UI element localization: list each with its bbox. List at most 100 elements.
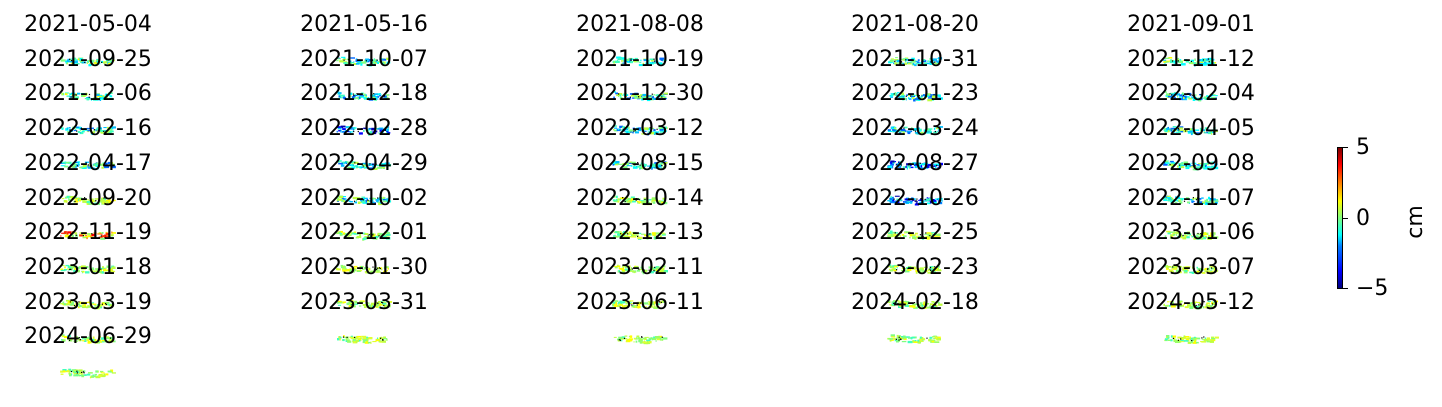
- displacement-pixel: [901, 94, 906, 97]
- displacement-pixel: [368, 163, 371, 166]
- displacement-pixel: [368, 233, 370, 235]
- displacement-pixel: [653, 165, 658, 168]
- displacement-pixel: [1214, 201, 1218, 204]
- displacement-pixel: [77, 161, 80, 165]
- displacement-pixel: [376, 304, 378, 307]
- displacement-pixel: [921, 337, 926, 340]
- displacement-pixel: [60, 165, 66, 167]
- displacement-pixel: [1186, 231, 1191, 233]
- displacement-pixel: [906, 198, 911, 201]
- displacement-pixel: [647, 165, 651, 167]
- displacement-pixel: [618, 95, 620, 97]
- displacement-pixel: [934, 163, 940, 166]
- displacement-pixel: [897, 59, 900, 62]
- displacement-pixel: [910, 58, 913, 61]
- displacement-pixel: [102, 201, 107, 204]
- displacement-pixel: [77, 370, 80, 374]
- displacement-pixel: [382, 196, 385, 199]
- displacement-pixel: [641, 128, 643, 130]
- displacement-pixel: [1202, 97, 1207, 99]
- displacement-pixel: [625, 302, 629, 305]
- displacement-pixel: [377, 166, 382, 169]
- displacement-pixel: [922, 304, 924, 307]
- displacement-pixel: [936, 300, 938, 303]
- displacement-pixel: [916, 61, 920, 64]
- displacement-pixel: [97, 232, 102, 235]
- displacement-pixel: [105, 303, 109, 305]
- displacement-map: [889, 91, 943, 102]
- displacement-pixel: [892, 231, 896, 233]
- displacement-pixel: [637, 232, 642, 234]
- displacement-pixel: [373, 167, 378, 171]
- displacement-pixel: [84, 338, 87, 341]
- displacement-pixel: [909, 236, 911, 238]
- displacement-pixel: [900, 129, 906, 132]
- colorbar-unit-label: cm: [1403, 205, 1428, 239]
- displacement-pixel: [90, 63, 95, 66]
- displacement-pixel: [81, 372, 83, 374]
- displacement-pixel: [907, 132, 911, 135]
- displacement-pixel: [625, 340, 628, 342]
- displacement-pixel: [74, 369, 78, 371]
- displacement-pixel: [650, 303, 655, 305]
- displacement-pixel: [1196, 266, 1198, 269]
- displacement-pixel: [344, 267, 347, 270]
- displacement-pixel: [1202, 166, 1205, 169]
- displacement-pixel: [76, 127, 80, 129]
- displacement-pixel: [631, 235, 636, 237]
- displacement-pixel: [362, 201, 368, 204]
- displacement-pixel: [657, 303, 660, 305]
- displacement-pixel: [94, 338, 97, 341]
- displacement-pixel: [381, 235, 387, 238]
- displacement-pixel: [1210, 161, 1215, 164]
- displacement-pixel: [368, 336, 373, 339]
- panel-title: 2021-05-16: [300, 12, 428, 37]
- displacement-pixel: [98, 268, 100, 270]
- displacement-pixel: [72, 197, 74, 199]
- displacement-pixel: [917, 268, 920, 270]
- displacement-pixel: [913, 340, 918, 343]
- displacement-pixel: [384, 127, 387, 130]
- displacement-pixel: [650, 62, 654, 65]
- displacement-pixel: [365, 64, 368, 66]
- displacement-pixel: [358, 305, 362, 307]
- displacement-pixel: [110, 59, 112, 62]
- displacement-pixel: [637, 129, 642, 132]
- displacement-pixel: [76, 370, 78, 373]
- displacement-pixel: [338, 91, 342, 94]
- displacement-pixel: [929, 266, 934, 269]
- displacement-pixel: [87, 305, 93, 307]
- displacement-pixel: [641, 131, 645, 133]
- displacement-pixel: [104, 162, 108, 165]
- displacement-pixel: [639, 302, 641, 304]
- displacement-pixel: [1167, 95, 1173, 98]
- displacement-pixel: [613, 129, 615, 131]
- displacement-pixel: [905, 59, 907, 61]
- displacement-pixel: [379, 61, 384, 63]
- displacement-pixel: [931, 267, 937, 269]
- displacement-pixel: [919, 338, 923, 341]
- displacement-pixel: [624, 127, 626, 129]
- displacement-pixel: [911, 94, 913, 97]
- displacement-pixel: [627, 97, 632, 100]
- colorbar-tick-label: 0: [1356, 206, 1370, 231]
- displacement-pixel: [931, 303, 937, 306]
- displacement-pixel: [82, 271, 85, 273]
- displacement-map: [887, 300, 943, 309]
- displacement-pixel: [635, 199, 637, 201]
- displacement-pixel: [934, 166, 937, 169]
- displacement-pixel: [921, 306, 924, 308]
- displacement-pixel: [348, 233, 351, 236]
- displacement-pixel: [632, 200, 636, 203]
- displacement-pixel: [912, 236, 917, 239]
- displacement-pixel: [934, 61, 936, 63]
- displacement-pixel: [1204, 270, 1206, 273]
- displacement-pixel: [1213, 235, 1219, 238]
- panel-title: 2021-09-25: [24, 46, 152, 72]
- displacement-pixel: [1183, 270, 1188, 273]
- displacement-pixel: [1168, 304, 1171, 307]
- displacement-pixel: [106, 235, 111, 237]
- displacement-pixel: [924, 62, 927, 65]
- displacement-pixel: [914, 303, 918, 305]
